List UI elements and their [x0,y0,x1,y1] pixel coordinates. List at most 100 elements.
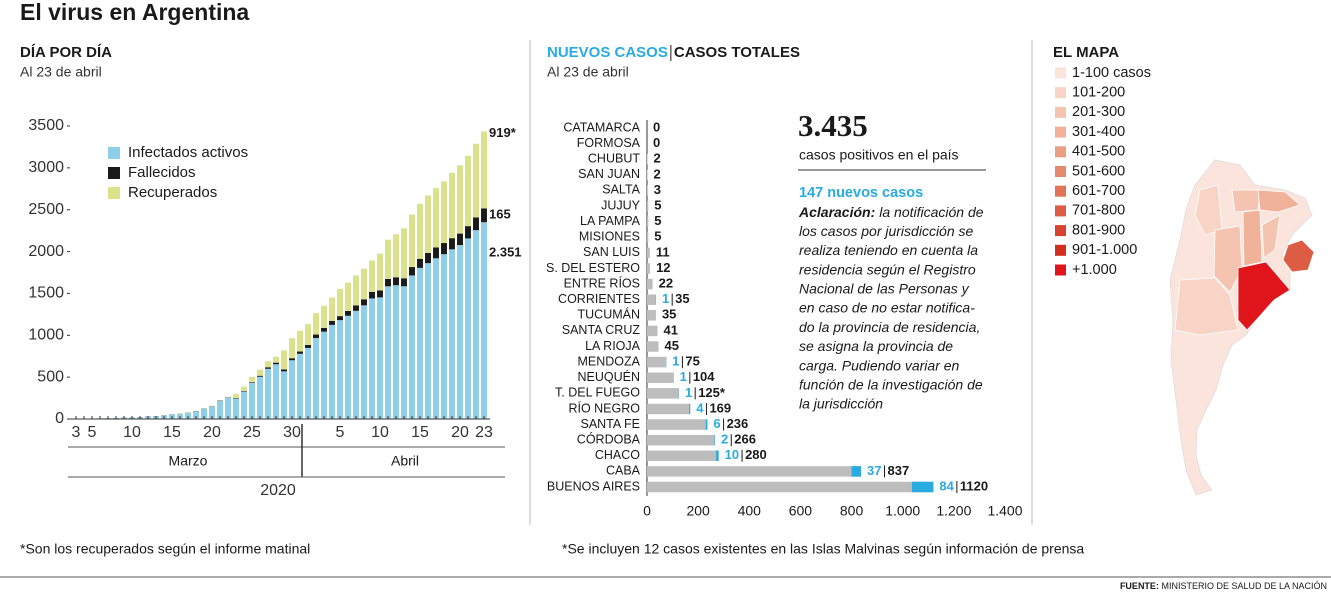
bar [647,341,659,352]
x-tick-label: 20 [451,424,469,441]
y-tick-label: 3500 [28,117,64,134]
legend-swatch [1055,225,1066,237]
category-label: T. DEL FUEGO [555,386,640,400]
bar-segment [313,338,319,419]
legend-swatch [1055,106,1066,118]
note-line: carga. Pudiendo variar en [799,357,960,373]
note-label: Aclaración: [798,204,875,220]
x-tick-label: 600 [789,503,813,519]
value-label: 75 [685,354,699,369]
x-tick-label: 10 [123,424,141,441]
note-line: Aclaración: la notificación de [798,204,984,220]
value-label: 35 [662,307,676,322]
value-label: 104 [693,369,715,384]
bar-segment [465,226,471,239]
map-region [1194,184,1223,236]
bar-segment [369,260,375,292]
map [1169,159,1315,496]
note-line: la jurisdicción [799,396,883,412]
bar [647,294,656,305]
value-label: 0 [653,135,660,150]
bar-segment [345,315,351,419]
legend-swatch [1055,87,1066,99]
bar-segment [911,481,934,493]
source-label: FUENTE: [1120,581,1159,591]
category-label: CATAMARCA [563,120,640,134]
category-label: CHUBUT [588,152,640,166]
category-label: TUCUMÁN [578,307,641,322]
bar-segment [377,290,383,298]
y-tick-label: 2500 [28,201,64,218]
map-region [1231,189,1261,213]
bar-segment [353,305,359,311]
legend-swatch [1055,244,1066,256]
bar-segment [425,263,431,419]
bar-segment [273,362,279,365]
bar-segment [337,316,343,321]
bar-segment [337,320,343,419]
x-tick-label: 1.000 [885,503,920,519]
legend-swatch [1055,67,1066,79]
source-name: MINISTERIO DE SALUD DE LA NACIÓN [1161,581,1327,591]
bar-segment [401,228,407,279]
bar-segment [249,376,255,383]
category-label: CORRIENTES [558,292,640,306]
category-label: CÓRDOBA [577,431,641,446]
map-region [1282,239,1315,273]
new-cases: 147 nuevos casos [799,185,923,201]
bar-segment [257,375,263,377]
value-label: 919* [489,125,517,140]
bar-segment [385,286,391,419]
bar [647,356,667,368]
x-tick-label: 5 [336,424,345,441]
bar-segment [337,288,343,317]
value-label: 169 [709,400,731,415]
bar-segment [409,214,415,268]
bar-segment [385,278,391,287]
bar-segment [233,398,239,419]
legend-label: CASOS TOTALES [674,44,800,61]
x-tick-label: 10 [371,424,389,441]
bar-segment [281,371,287,419]
category-label: MENDOZA [578,354,641,368]
bar [647,403,691,415]
bar-segment [321,328,327,332]
bar [647,247,650,259]
bar-segment [289,338,295,359]
category-label: SANTA FE [580,417,640,431]
map-region [1261,214,1281,259]
footnote: *Se incluyen 12 casos existentes en las … [562,541,1084,557]
y-tick-label: 500 [37,368,64,385]
bar-segment [481,222,487,419]
x-tick-label: 15 [411,424,429,441]
bar-segment [409,275,415,419]
category-label: CHACO [595,448,640,462]
bar-segment [361,299,367,306]
legend-label: 901-1.000 [1072,242,1137,258]
legend-swatch [108,167,120,179]
bar-segment [465,155,471,227]
bar-segment [449,249,455,419]
bar-segment [265,367,271,369]
bar-segment [393,277,399,286]
bar [647,185,648,196]
value-label: 5 [654,229,661,244]
bar [647,419,708,430]
bar-segment [209,406,215,419]
bar-segment [289,358,295,361]
bar-segment [716,450,719,462]
bar-segment [217,400,223,419]
note-line: Nacional de las Personas y [799,281,970,297]
bar-segment [281,350,287,370]
y-tick-label: 2000 [28,243,64,260]
x-tick-label: 25 [243,424,261,441]
category-label: CABA [606,464,641,478]
value-label: 280 [745,447,767,462]
x-tick-label: 200 [686,503,710,519]
legend-label: Fallecidos [128,164,196,181]
category-label: SALTA [602,183,640,197]
bar-segment [689,403,691,415]
legend-label: 1-100 casos [1072,65,1151,81]
category-label: LA RIOJA [585,339,641,353]
